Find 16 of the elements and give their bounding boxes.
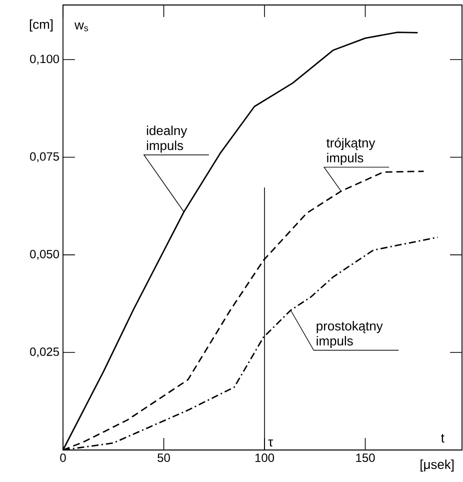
annotation: trójkątny impuls — [326, 138, 376, 165]
x-tick-label: 100 — [255, 454, 274, 462]
annotation: idealny impuls — [146, 126, 188, 153]
x-tick-label: 0 — [60, 454, 66, 462]
y-tick-label: 0,025 — [30, 347, 59, 358]
x-axis-title: [μsek] — [420, 460, 454, 472]
x-tick-label: 50 — [158, 454, 170, 462]
annotation: t — [441, 434, 444, 442]
y-axis-title: w$_{s}$ — [74, 22, 88, 32]
text: [cm] — [30, 19, 53, 32]
annotation: prostokątny impuls — [316, 321, 383, 348]
y-tick-label: 0,050 — [30, 250, 60, 260]
ref-line-label: τ — [268, 440, 274, 446]
x-tick-label: 150 — [356, 454, 375, 462]
y-tick-label: 0,100 — [30, 54, 60, 65]
y-tick-label: 0,075 — [30, 152, 59, 162]
